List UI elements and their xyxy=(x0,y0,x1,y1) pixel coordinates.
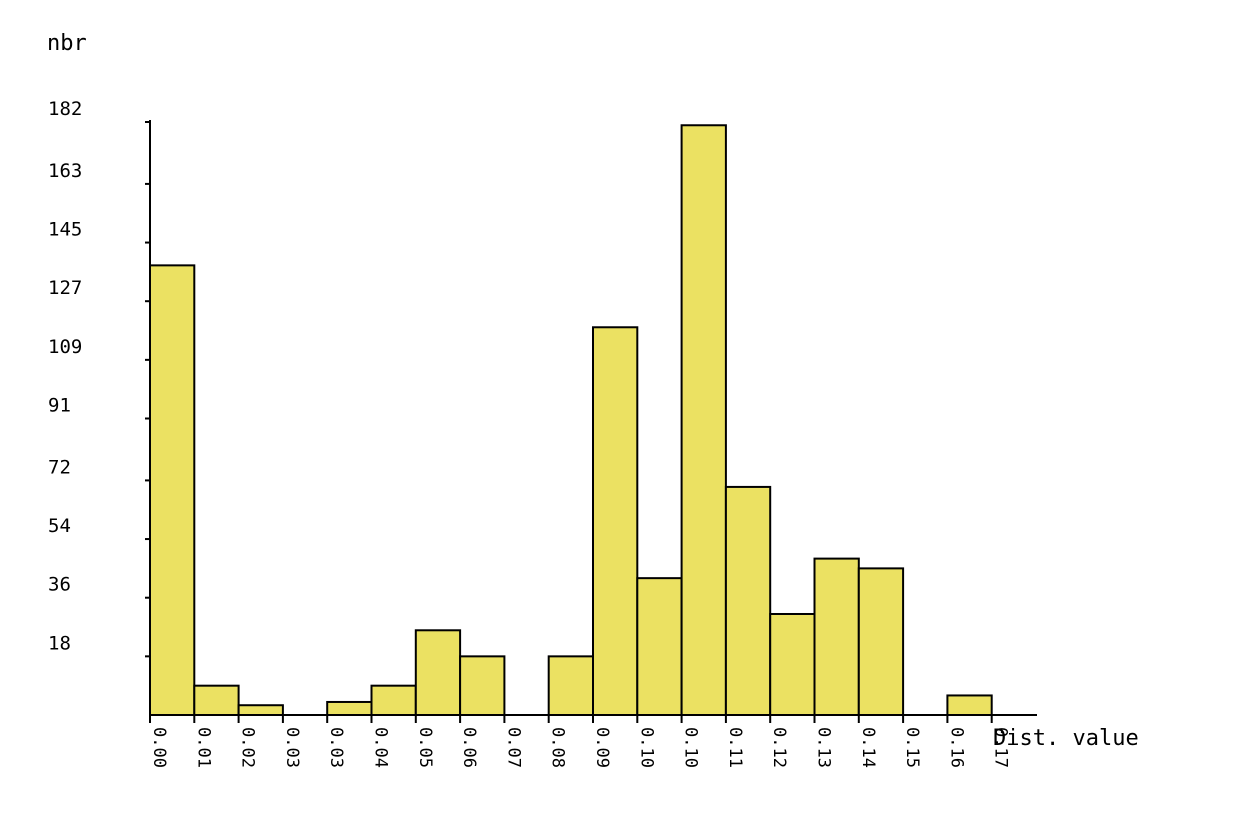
bars xyxy=(149,124,993,717)
bar xyxy=(946,694,993,717)
x-tick-label: 0.01 xyxy=(193,727,213,768)
bar xyxy=(636,577,683,717)
y-tick-label: 36 xyxy=(48,574,71,596)
x-tick-label: 0.12 xyxy=(769,727,789,768)
x-tick-label: 0.06 xyxy=(459,727,479,768)
x-tick-label: 0.11 xyxy=(725,727,745,768)
x-tick-label: 0.13 xyxy=(814,727,834,768)
x-tick-label: 0.14 xyxy=(858,727,878,768)
y-tick-label: 127 xyxy=(48,277,82,299)
x-tick-label: 0.02 xyxy=(238,727,258,768)
x-tick-label: 0.08 xyxy=(548,727,568,768)
bar xyxy=(370,684,417,717)
x-tick-label: 0.09 xyxy=(592,727,612,768)
x-tick-label: 0.16 xyxy=(946,727,966,768)
x-tick-label: 0.05 xyxy=(415,727,435,768)
y-tick-label: 182 xyxy=(48,98,82,120)
bar xyxy=(414,629,462,716)
y-ticks: 18 36 54 72 91 109 127 145 163 182 xyxy=(48,98,150,658)
bar xyxy=(724,485,772,716)
bar xyxy=(813,557,860,716)
x-tick-label: 0.10 xyxy=(681,727,701,768)
y-axis-label: nbr xyxy=(47,31,87,56)
y-tick-label: 18 xyxy=(48,632,71,654)
y-tick-label: 54 xyxy=(48,515,71,537)
x-tick-label: 0.04 xyxy=(371,727,391,768)
y-tick-label: 145 xyxy=(48,219,82,241)
y-tick-label: 109 xyxy=(48,336,82,358)
bar xyxy=(592,326,639,716)
x-tick-label: 0.17 xyxy=(991,727,1011,768)
bar xyxy=(237,704,284,717)
x-tick-label: 0.03 xyxy=(282,727,302,768)
x-tick-label: 0.00 xyxy=(149,727,169,768)
y-tick-label: 91 xyxy=(48,395,71,417)
x-ticks: 0.00 0.01 0.02 0.03 0.03 0.04 0.05 0.06 0.07 0.08… xyxy=(149,715,1011,768)
bar xyxy=(459,655,506,716)
y-tick-label: 72 xyxy=(48,456,71,478)
bar xyxy=(547,655,595,716)
bar xyxy=(680,124,727,716)
x-axis-label: Dist. value xyxy=(993,726,1139,751)
bar xyxy=(857,567,905,717)
x-tick-label: 0.03 xyxy=(326,727,346,768)
bar xyxy=(326,700,373,717)
bar xyxy=(193,684,240,717)
x-tick-label: 0.10 xyxy=(636,727,656,768)
x-tick-label: 0.15 xyxy=(902,727,922,768)
bar xyxy=(769,612,816,716)
x-tick-label: 0.07 xyxy=(503,727,523,768)
y-tick-label: 163 xyxy=(48,160,82,182)
bar xyxy=(149,264,196,716)
